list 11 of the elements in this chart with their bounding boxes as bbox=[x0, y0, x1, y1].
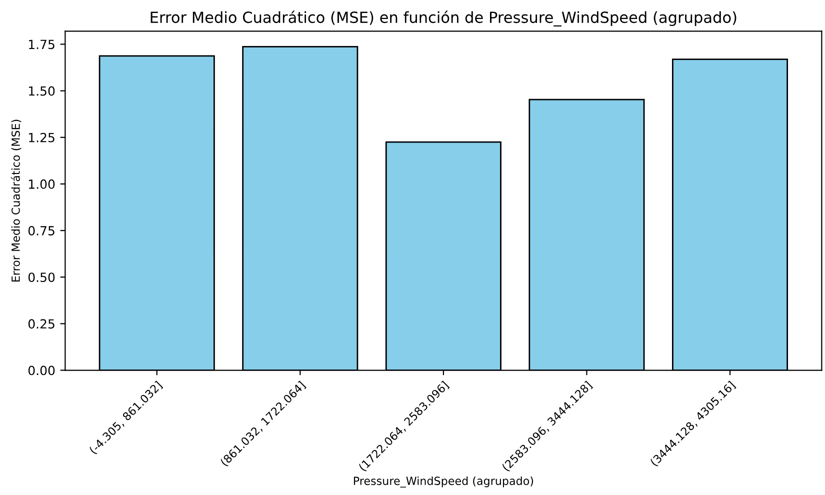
x-axis-title: Pressure_WindSpeed (agrupado) bbox=[354, 476, 534, 488]
y-tick-label: 0.75 bbox=[28, 226, 54, 236]
y-tick-label: 0.50 bbox=[28, 272, 55, 282]
y-axis-title: Error Medio Cuadrático (MSE) bbox=[10, 120, 22, 282]
y-tick-label: 1.25 bbox=[28, 132, 54, 142]
y-tick-label: 1.50 bbox=[28, 86, 55, 96]
y-tick-label: 1.75 bbox=[28, 40, 54, 50]
y-tick-label: 0.00 bbox=[28, 366, 55, 376]
chart-title: Error Medio Cuadrático (MSE) en función de Pressure_WindSpeed (agrupado) bbox=[150, 10, 736, 26]
y-tick-label: 0.25 bbox=[28, 319, 54, 329]
y-tick-label: 1.00 bbox=[28, 179, 55, 189]
